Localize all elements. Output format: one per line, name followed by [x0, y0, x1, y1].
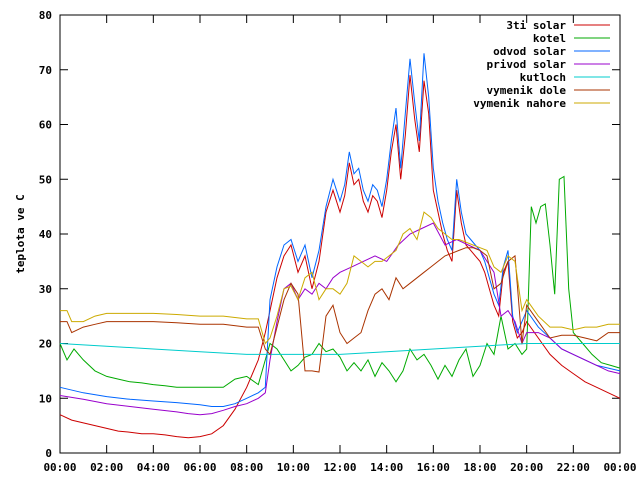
x-tick-label: 02:00	[90, 461, 123, 474]
x-tick-label: 04:00	[137, 461, 170, 474]
series-line-vymenik-dole	[60, 247, 620, 373]
x-tick-label: 12:00	[323, 461, 356, 474]
y-tick-label: 50	[39, 173, 52, 186]
x-tick-label: 08:00	[230, 461, 263, 474]
legend-label: kotel	[533, 32, 566, 45]
series-line-kotel	[59, 175, 621, 388]
x-tick-label: 18:00	[463, 461, 496, 474]
x-tick-label: 16:00	[417, 461, 450, 474]
y-axis-ticks: 0 10 20 30 40 50 60 70 80	[39, 9, 620, 460]
legend-label: 3ti solar	[506, 19, 566, 32]
legend-label: kutloch	[520, 71, 566, 84]
y-tick-label: 80	[39, 9, 52, 22]
y-tick-label: 10	[39, 392, 52, 405]
x-tick-label: 00:00	[603, 461, 636, 474]
x-tick-label: 00:00	[43, 461, 76, 474]
legend-label: vymenik nahore	[473, 97, 566, 110]
y-axis-label: teplota ve C	[14, 194, 27, 273]
y-tick-label: 60	[39, 119, 52, 132]
x-tick-label: 20:00	[510, 461, 543, 474]
x-tick-label: 22:00	[557, 461, 590, 474]
x-tick-label: 14:00	[370, 461, 403, 474]
legend-label: vymenik dole	[487, 84, 567, 97]
series-line-kutloch	[59, 343, 620, 355]
y-tick-label: 40	[39, 228, 52, 241]
x-tick-label: 10:00	[277, 461, 310, 474]
series-line-3ti-solar	[59, 75, 621, 439]
y-tick-label: 0	[45, 447, 52, 460]
legend-label: odvod solar	[493, 45, 566, 58]
legend-label: privod solar	[487, 58, 567, 71]
x-axis-ticks: 00:00 02:00 04:00 06:00 08:00 10:00 12:00 14:00…	[43, 15, 637, 474]
y-tick-label: 70	[39, 64, 52, 77]
series-lines	[59, 53, 621, 439]
series-line-privod-solar	[59, 222, 621, 416]
x-tick-label: 06:00	[183, 461, 216, 474]
y-tick-label: 30	[39, 283, 52, 296]
series-line-vymenik-nahore	[60, 211, 620, 345]
y-tick-label: 20	[39, 338, 52, 351]
